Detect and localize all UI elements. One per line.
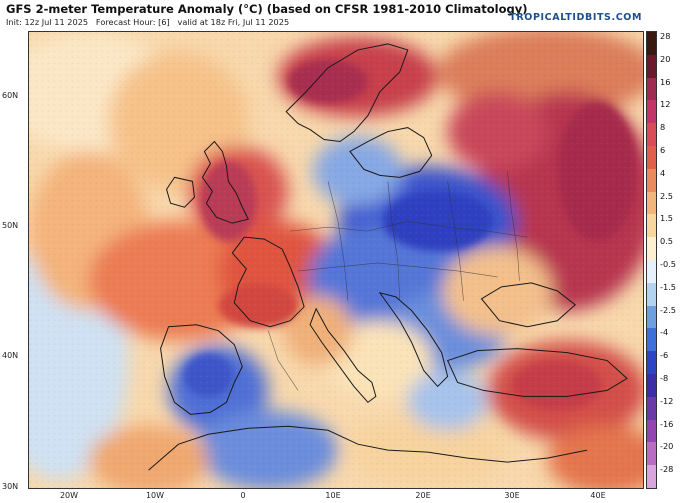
colorbar bbox=[646, 31, 657, 489]
colorbar-label: 4 bbox=[660, 167, 666, 178]
colorbar-swatch bbox=[647, 442, 656, 466]
colorbar-label: -0.5 bbox=[660, 259, 676, 269]
colorbar-swatch bbox=[647, 351, 656, 375]
lon-label-20e: 20E bbox=[415, 491, 431, 500]
turkey-coast bbox=[446, 348, 628, 397]
lon-label-20w: 20W bbox=[59, 491, 79, 500]
colorbar-label: -2.5 bbox=[660, 304, 676, 315]
colorbar-swatch bbox=[647, 123, 656, 147]
italy-coast bbox=[309, 307, 377, 404]
colorbar-label: 28 bbox=[660, 31, 671, 41]
lon-label-0: 0 bbox=[240, 491, 246, 500]
colorbar-swatch bbox=[647, 305, 656, 329]
map-canvas bbox=[29, 32, 643, 488]
france-coast bbox=[231, 236, 305, 328]
colorbar-swatch bbox=[647, 214, 656, 238]
map-title: GFS 2-meter Temperature Anomaly (°C) (ba… bbox=[6, 2, 528, 16]
forecast-info: Init: 12z Jul 11 2025 Forecast Hour: [6]… bbox=[6, 17, 290, 27]
lon-label-10w: 10W bbox=[145, 491, 165, 500]
balkans-coast bbox=[378, 292, 449, 388]
colorbar-label: -6 bbox=[660, 350, 669, 361]
ireland-coast bbox=[166, 176, 195, 208]
colorbar-label: 12 bbox=[660, 99, 671, 110]
colorbar-label: -12 bbox=[660, 395, 674, 406]
colorbar-swatch bbox=[647, 374, 656, 398]
north-africa-coast bbox=[148, 425, 588, 471]
colorbar-label: -4 bbox=[660, 327, 669, 338]
colorbar-swatch bbox=[647, 237, 656, 261]
colorbar-swatch bbox=[647, 396, 656, 421]
lat-label-50n: 50N bbox=[2, 221, 19, 230]
colorbar-label: 16 bbox=[660, 76, 671, 87]
colorbar-label: 2.5 bbox=[660, 190, 674, 201]
colorbar-swatch bbox=[647, 168, 656, 193]
colorbar-label: -1.5 bbox=[660, 281, 676, 292]
lat-label-40n: 40N bbox=[2, 351, 19, 360]
colorbar-label: 20 bbox=[660, 53, 671, 64]
colorbar-swatch bbox=[647, 32, 656, 56]
lon-label-40e: 40E bbox=[590, 491, 606, 500]
colorbar-label: -8 bbox=[660, 373, 669, 383]
colorbar-label: 0.5 bbox=[660, 236, 674, 247]
country-borders bbox=[267, 171, 528, 391]
colorbar-label: 6 bbox=[660, 145, 666, 155]
colorbar-label: -16 bbox=[660, 418, 674, 429]
colorbar-swatch bbox=[647, 419, 656, 443]
baltic-coast bbox=[349, 127, 433, 178]
colorbar-label: 8 bbox=[660, 122, 666, 133]
scandinavia-coast bbox=[285, 43, 409, 143]
colorbar-swatch bbox=[647, 191, 656, 215]
colorbar-swatch bbox=[647, 146, 656, 170]
colorbar-label: -28 bbox=[660, 464, 674, 475]
colorbar-label: 1.5 bbox=[660, 213, 674, 224]
colorbar-swatch bbox=[647, 328, 656, 352]
colorbar-swatch bbox=[647, 282, 656, 307]
colorbar-swatch bbox=[647, 54, 656, 79]
black-sea-coast bbox=[480, 282, 576, 328]
lat-label-30n: 30N bbox=[2, 482, 19, 491]
lat-label-60n: 60N bbox=[2, 91, 19, 100]
colorbar-swatch bbox=[647, 465, 656, 489]
temperature-anomaly-map bbox=[28, 31, 644, 489]
colorbar-label: -20 bbox=[660, 441, 674, 452]
great-britain-coast bbox=[201, 140, 250, 224]
colorbar-swatch bbox=[647, 100, 656, 124]
brand-watermark: TROPICALTIDBITS.COM bbox=[509, 12, 642, 23]
lon-label-30e: 30E bbox=[504, 491, 520, 500]
colorbar-swatch bbox=[647, 77, 656, 101]
iberia-coast bbox=[160, 324, 243, 415]
lon-label-10e: 10E bbox=[325, 491, 341, 500]
coastlines bbox=[148, 43, 628, 471]
colorbar-swatch bbox=[647, 260, 656, 284]
